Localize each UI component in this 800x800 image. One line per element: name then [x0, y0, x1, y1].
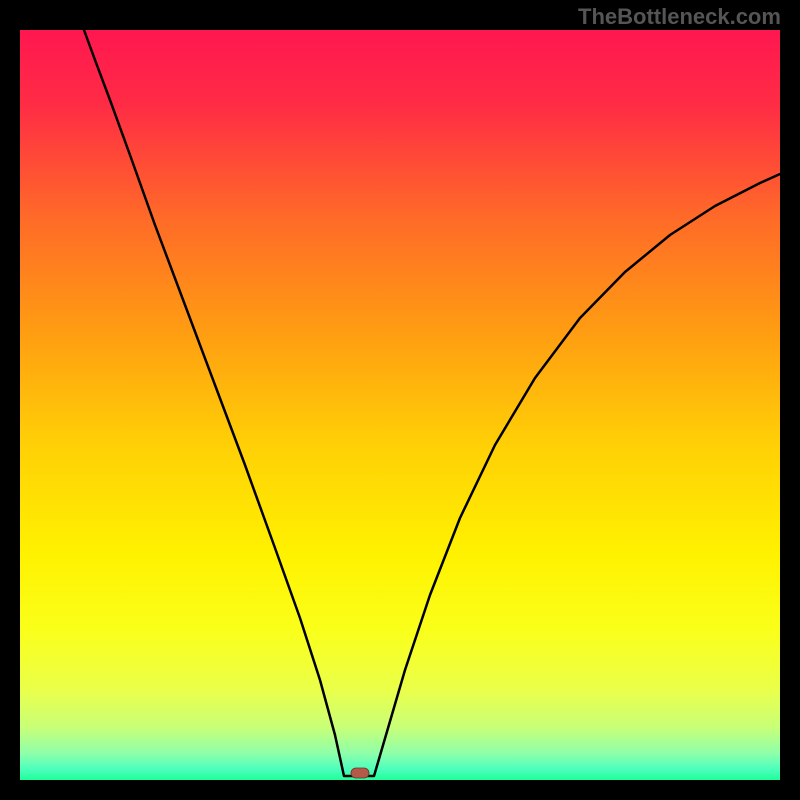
plot-area [20, 30, 780, 780]
watermark-text: TheBottleneck.com [578, 4, 781, 30]
optimal-point-marker [351, 768, 369, 778]
chart-frame: TheBottleneck.com [0, 0, 800, 800]
bottleneck-chart [0, 0, 800, 800]
